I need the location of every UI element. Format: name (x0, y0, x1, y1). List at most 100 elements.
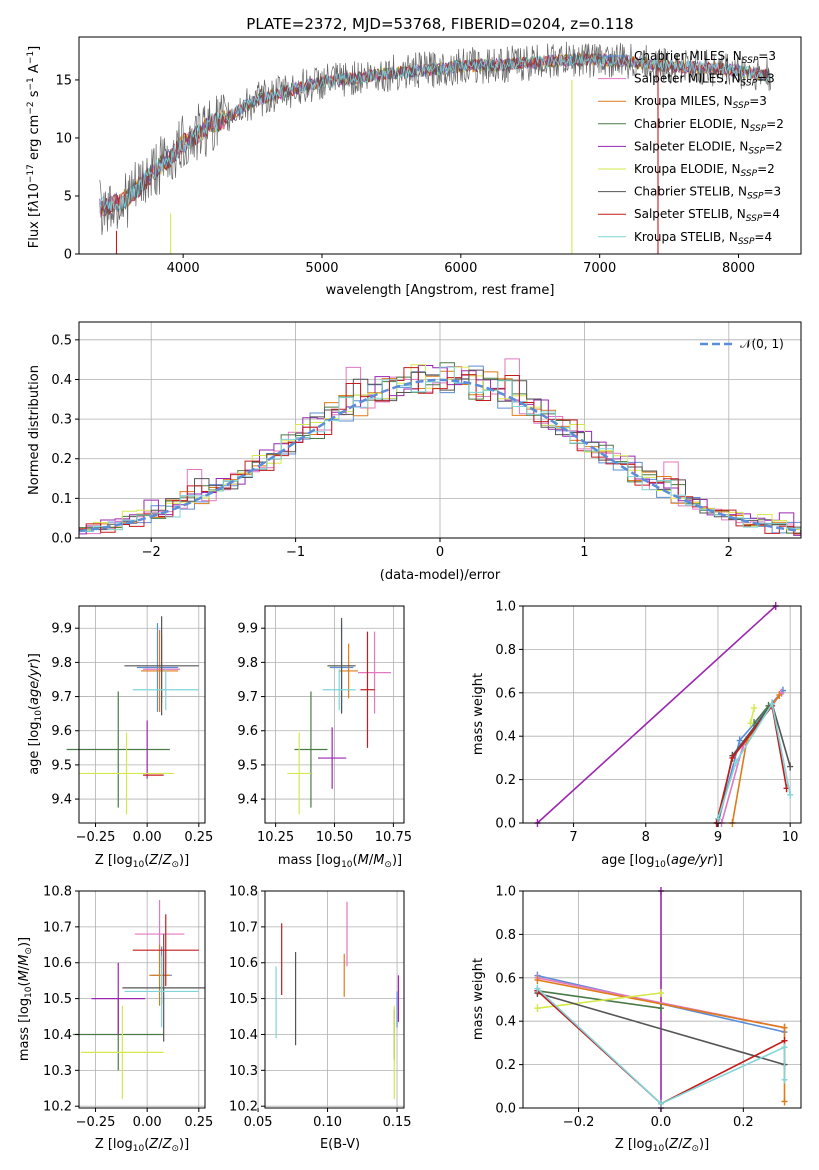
y-tick-label: 9.9 (51, 622, 72, 637)
spectrum-marks (99, 41, 771, 254)
y-tick-label: 10.2 (229, 1100, 258, 1115)
legend-entry: Chabrier MILES, NSSP=3 (634, 49, 776, 66)
weight-point (769, 699, 776, 708)
y-tick-label: 10.7 (43, 920, 72, 935)
x-tick-label: 0.15 (383, 1115, 412, 1130)
weight-series-line (715, 703, 788, 824)
y-tick-label: 0.3 (51, 413, 72, 428)
x-tick-label: −0.25 (76, 1115, 116, 1130)
x-tick-label: 2 (725, 545, 733, 560)
x-tick-label: −0.25 (76, 830, 116, 845)
x-tick-label: −2 (142, 545, 161, 560)
weight-vs-z-panel: −0.2 0.0 0.2 0.0 0.2 0.4 0.6 0.8 1.0 Z [log10(Z/… (471, 885, 802, 1154)
weight-point (733, 758, 740, 767)
y-tick-label: 0.1 (51, 492, 72, 507)
weight-point (781, 1075, 788, 1084)
weight-point (534, 1004, 541, 1013)
gauss-legend-label: 𝒩(0, 1) (740, 337, 784, 351)
weight-series-line (717, 701, 791, 819)
x-tick-label: 0.25 (184, 830, 213, 845)
y-tick-label: 5 (64, 189, 72, 204)
y-tick-label: 10.4 (229, 1028, 258, 1043)
x-tick-label: 0.05 (244, 1115, 273, 1130)
figure-title: PLATE=2372, MJD=53768, FIBERID=0204, z=0… (246, 15, 633, 33)
weight-vs-z-xlabel: Z [log10(Z/Z⊙)] (615, 1137, 709, 1154)
x-tick-label: −0.2 (563, 1115, 595, 1130)
weight-point (787, 762, 794, 771)
x-tick-label: 6000 (444, 261, 477, 276)
weight-vs-z-ylabel: mass weight (471, 958, 486, 1040)
weight-series-line (537, 992, 662, 1009)
histogram-series (78, 366, 801, 538)
mass-vs-ebv-xlabel: E(B-V) (320, 1137, 360, 1152)
legend-entry: Salpeter MILES, NSSP=3 (634, 72, 775, 89)
y-tick-label: 0.0 (495, 1102, 516, 1117)
y-tick-label: 0.6 (495, 686, 516, 701)
y-tick-label: 1.0 (495, 885, 516, 900)
weight-vs-age-xlabel: age [log10(age/yr)] (601, 853, 723, 870)
spectrum-panel: Chabrier MILES, NSSP=3 Salpeter MILES, NS… (26, 36, 802, 298)
weight-point (776, 690, 783, 699)
weight-series-line (537, 992, 785, 1066)
y-tick-label: 0.2 (495, 1058, 516, 1073)
mass-vs-z-panel: −0.25 0.00 0.25 10.2 10.3 10.4 10.5 10.6 10.7 10.… (17, 885, 213, 1155)
weight-point (751, 703, 758, 712)
y-tick-label: 9.7 (51, 690, 72, 705)
legend-entry: Salpeter ELODIE, NSSP=2 (634, 139, 783, 156)
y-tick-label: 10.8 (43, 885, 72, 900)
x-tick-label: 10.75 (375, 830, 412, 845)
x-tick-label: −1 (286, 545, 305, 560)
y-tick-label: 9.7 (237, 690, 258, 705)
y-tick-label: 9.6 (51, 724, 72, 739)
x-tick-label: 10.25 (257, 830, 294, 845)
x-tick-label: 7 (569, 830, 577, 845)
legend-entry: Kroupa MILES, NSSP=3 (634, 94, 767, 111)
weight-vs-age-panel: 7 8 9 10 0.0 0.2 0.4 0.6 0.8 1.0 age [log10(age/y… (471, 600, 802, 870)
age-vs-mass-xlabel: mass [log10(M/M⊙)] (278, 853, 402, 870)
x-tick-label: 8000 (722, 261, 755, 276)
y-tick-label: 9.8 (51, 656, 72, 671)
y-tick-label: 0.5 (51, 333, 72, 348)
y-tick-label: 0.6 (495, 971, 516, 986)
y-tick-label: 0.4 (51, 373, 72, 388)
y-tick-label: 0 (64, 248, 72, 263)
y-tick-label: 10.3 (43, 1064, 72, 1079)
x-tick-label: 8 (642, 830, 650, 845)
y-tick-label: 9.5 (237, 758, 258, 773)
legend-entry: Chabrier STELIB, NSSP=3 (634, 185, 781, 202)
y-tick-label: 10.6 (229, 956, 258, 971)
x-tick-label: 7000 (583, 261, 616, 276)
weight-vs-age-ylabel: mass weight (471, 673, 486, 755)
y-tick-label: 9.4 (237, 793, 258, 808)
residuals-panel: −2 −1 0 1 2 0.0 0.1 0.2 0.3 0.4 0.5 𝒩(0, 1) (data-… (27, 321, 802, 583)
mass-vs-ebv-panel: 0.05 0.10 0.15 10.2 10.3 10.4 10.5 10.6 10.7 10.8… (229, 885, 411, 1153)
weight-point (657, 1004, 664, 1013)
age-vs-mass-panel: 10.25 10.50 10.75 9.4 9.5 9.6 9.7 9.8 9.9 mass [… (237, 605, 412, 870)
x-tick-label: 0.0 (651, 1115, 672, 1130)
y-tick-label: 10.4 (43, 1028, 72, 1043)
x-tick-label: 1 (580, 545, 588, 560)
weight-series-line (537, 990, 662, 1009)
y-tick-label: 0.4 (495, 730, 516, 745)
y-tick-label: 0.0 (51, 532, 72, 547)
mass-vs-z-xlabel: Z [log10(Z/Z⊙)] (95, 1137, 189, 1154)
y-tick-label: 10.3 (229, 1064, 258, 1079)
y-tick-label: 10 (55, 131, 72, 146)
spectrum-legend: Chabrier MILES, NSSP=3 Salpeter MILES, NS… (598, 49, 784, 247)
y-tick-label: 10.5 (229, 992, 258, 1007)
weight-series-line (536, 605, 777, 824)
histogram-series (78, 358, 801, 538)
spectrum-line (99, 41, 771, 236)
x-tick-label: 0.00 (133, 1115, 162, 1130)
x-tick-label: 5000 (305, 261, 338, 276)
weight-point (534, 975, 541, 984)
weight-point (657, 988, 664, 997)
y-tick-label: 9.8 (237, 656, 258, 671)
spectrum-ylabel: Flux [fλ10−17 erg cm−2 s−1 A−1] (26, 46, 42, 248)
y-tick-label: 0.8 (495, 643, 516, 658)
x-tick-label: 10.50 (316, 830, 353, 845)
age-vs-z-ylabel: age [log10(age/yr)] (27, 653, 44, 775)
x-tick-label: 10 (782, 830, 799, 845)
y-tick-label: 9.5 (51, 758, 72, 773)
